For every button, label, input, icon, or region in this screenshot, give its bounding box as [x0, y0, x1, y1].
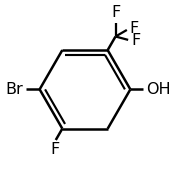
Text: F: F — [111, 5, 120, 20]
Text: F: F — [50, 142, 59, 157]
Text: F: F — [130, 21, 139, 36]
Text: F: F — [131, 33, 140, 48]
Text: Br: Br — [6, 82, 24, 97]
Text: OH: OH — [146, 82, 171, 97]
